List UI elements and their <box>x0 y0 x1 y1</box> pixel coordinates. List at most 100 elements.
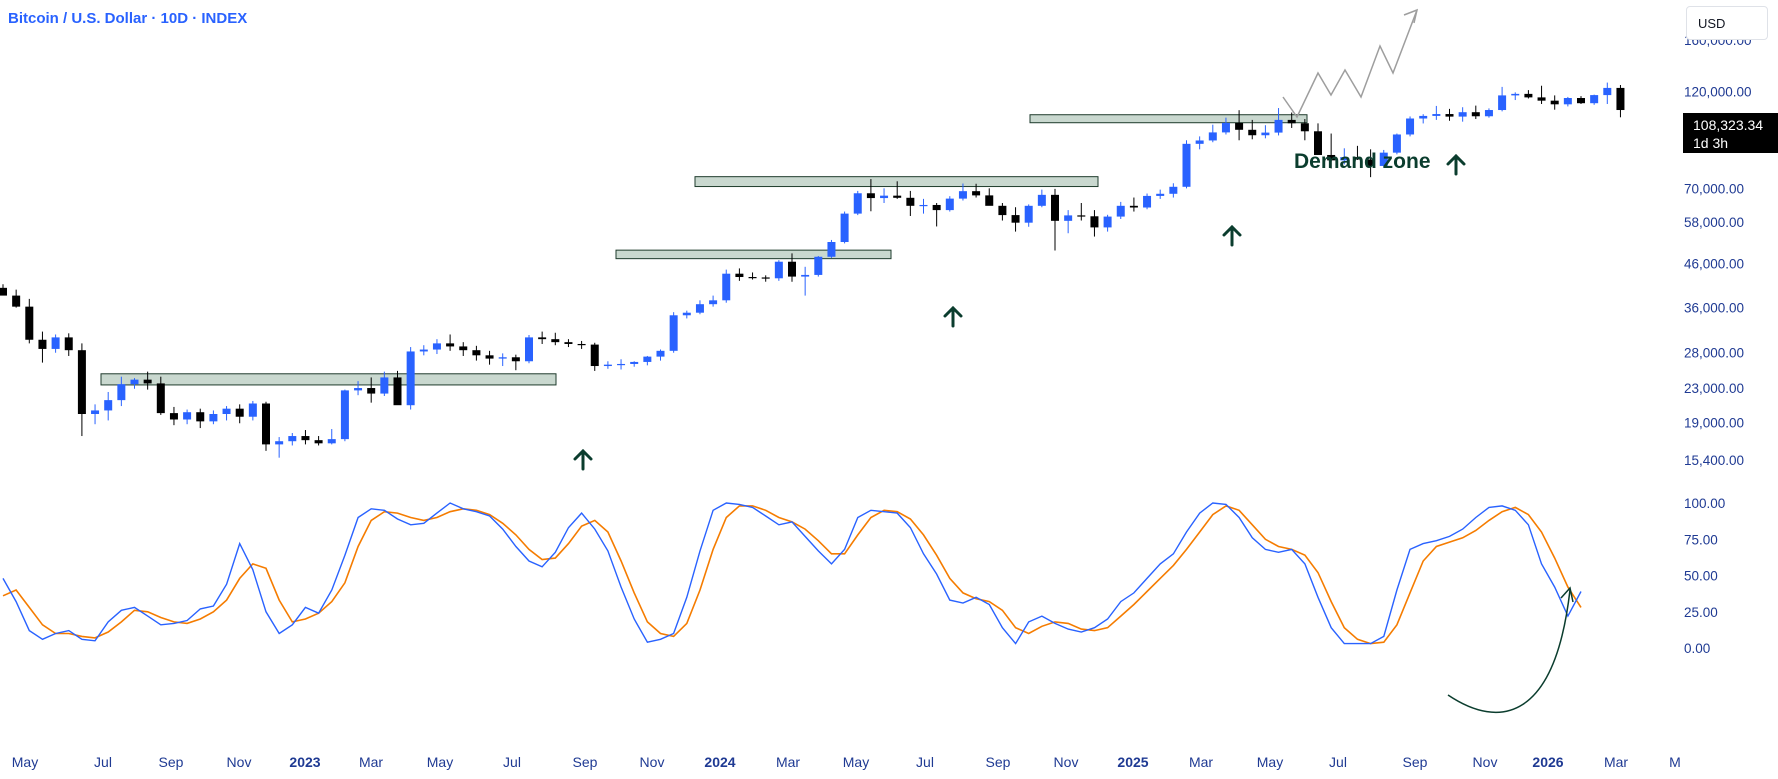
candle <box>735 268 744 281</box>
oscillator-tick-label: 50.00 <box>1684 569 1718 584</box>
candle <box>748 272 757 280</box>
candle-body <box>617 363 626 366</box>
candle-body <box>77 350 86 415</box>
candle <box>853 190 862 216</box>
candle <box>590 342 599 371</box>
time-tick-label: Mar <box>359 754 383 770</box>
candle <box>432 339 441 355</box>
time-axis[interactable]: May Jul Sep Nov 2023 Mar May Jul Sep Nov 2024 Mar Ma… <box>12 754 1681 770</box>
candle-body <box>1274 119 1283 133</box>
stoch-d-line <box>2 505 1582 645</box>
time-tick-label: Mar <box>776 754 800 770</box>
candle <box>1261 125 1270 139</box>
price-axis[interactable]: 160,000.00120,000.0090,000.0070,000.0058… <box>1684 33 1752 468</box>
candle-body <box>1537 97 1546 101</box>
candle-body <box>1379 152 1388 166</box>
candle-body <box>814 256 823 275</box>
candle-body <box>498 357 507 359</box>
candle-body <box>735 273 744 278</box>
currency-selector[interactable]: USD <box>1686 6 1768 40</box>
candlestick-series[interactable] <box>0 82 1625 458</box>
candle-body <box>1406 118 1415 135</box>
candle <box>1248 119 1257 140</box>
candle <box>1392 133 1401 155</box>
candle-body <box>1077 215 1086 217</box>
candle <box>1077 203 1086 221</box>
price-tick-label: 46,000.00 <box>1684 257 1744 272</box>
candle <box>459 342 468 356</box>
candle <box>985 188 994 206</box>
candle <box>0 284 7 296</box>
oscillator-tick-label: 0.00 <box>1684 641 1710 656</box>
candle <box>1182 140 1191 189</box>
candle <box>1432 105 1441 120</box>
candle-body <box>801 274 810 277</box>
candle <box>1090 210 1099 237</box>
candle-body <box>1024 205 1033 223</box>
candle-body <box>12 295 21 307</box>
candle-body <box>1458 112 1467 117</box>
candle-body <box>1471 112 1480 117</box>
candle-body <box>288 436 297 442</box>
candle <box>709 295 718 307</box>
candle-body <box>1432 114 1441 116</box>
candle <box>446 334 455 351</box>
candle <box>1327 133 1336 169</box>
candle <box>1024 204 1033 227</box>
candle <box>1616 85 1625 118</box>
stoch-projection-arrowhead <box>1560 586 1574 603</box>
candle-body <box>156 383 165 414</box>
candle-body <box>1550 100 1559 105</box>
time-tick-label: 2025 <box>1117 754 1148 770</box>
candle <box>196 408 205 429</box>
candle <box>354 381 363 396</box>
candle <box>1340 148 1349 165</box>
candle-body <box>393 377 402 406</box>
candle <box>130 378 139 389</box>
candle-body <box>485 355 494 359</box>
candle <box>51 334 60 353</box>
candle-body <box>314 440 323 444</box>
candle <box>1051 188 1059 251</box>
candle <box>301 430 310 445</box>
candle-body <box>840 213 849 243</box>
oscillator-tick-label: 100.00 <box>1684 496 1725 511</box>
time-tick-label: Jul <box>1329 754 1347 770</box>
support-zone-2 <box>615 249 892 260</box>
candle-body <box>1511 93 1520 96</box>
candle <box>1484 108 1493 118</box>
candle <box>1116 201 1125 220</box>
candle <box>1143 193 1152 210</box>
candle <box>617 359 626 370</box>
candle-body <box>1498 95 1507 111</box>
candle-body <box>1261 132 1270 136</box>
candle <box>1221 117 1230 135</box>
candle-body <box>564 342 573 344</box>
candle-body <box>1129 205 1138 208</box>
symbol-title[interactable]: Bitcoin / U.S. Dollar · 10D · INDEX <box>8 10 248 27</box>
time-tick-label: Nov <box>640 754 665 770</box>
candle-body <box>972 191 981 196</box>
candle-body <box>64 337 73 351</box>
candle <box>209 410 218 425</box>
candle <box>1603 82 1612 104</box>
candle <box>25 298 34 344</box>
candle <box>682 310 691 319</box>
candle <box>1208 124 1217 143</box>
candle-body <box>209 414 218 422</box>
last-price-value: 108,323.34 <box>1693 117 1763 133</box>
candle <box>1590 94 1599 105</box>
candle <box>314 436 323 446</box>
time-tick-label: 2023 <box>289 754 320 770</box>
candle <box>1563 96 1572 107</box>
candle <box>998 203 1007 221</box>
candle <box>1458 107 1467 122</box>
candle-body <box>183 412 192 420</box>
oscillator-axis: 100.00 75.00 50.00 25.00 0.00 <box>1684 496 1725 656</box>
candle-body <box>169 413 178 420</box>
stoch-k-line <box>2 502 1582 645</box>
candle <box>472 345 481 361</box>
candle-body <box>1221 122 1230 133</box>
candle <box>722 269 731 303</box>
